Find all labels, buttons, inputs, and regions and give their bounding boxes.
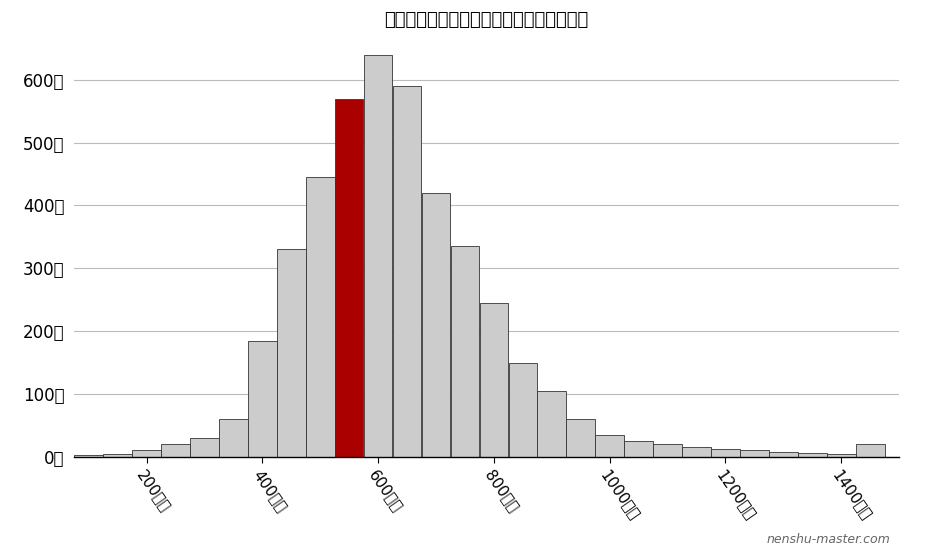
- Bar: [451, 246, 479, 457]
- Title: アイダエンジニアリングの年収ポジション: アイダエンジニアリングの年収ポジション: [385, 11, 589, 29]
- Bar: [277, 250, 306, 457]
- Bar: [798, 453, 827, 457]
- Bar: [248, 340, 276, 457]
- Bar: [74, 456, 103, 457]
- Bar: [827, 453, 856, 457]
- Bar: [566, 419, 595, 457]
- Bar: [479, 303, 508, 457]
- Text: nenshu-master.com: nenshu-master.com: [767, 533, 890, 546]
- Bar: [133, 451, 161, 457]
- Bar: [769, 452, 798, 457]
- Bar: [595, 435, 624, 457]
- Bar: [682, 447, 711, 457]
- Bar: [509, 363, 537, 457]
- Bar: [422, 193, 451, 457]
- Bar: [393, 86, 422, 457]
- Bar: [654, 444, 682, 457]
- Bar: [363, 55, 392, 457]
- Bar: [219, 419, 248, 457]
- Bar: [538, 391, 566, 457]
- Bar: [856, 444, 884, 457]
- Bar: [711, 449, 740, 457]
- Bar: [624, 441, 653, 457]
- Bar: [335, 99, 363, 457]
- Bar: [306, 177, 335, 457]
- Bar: [740, 451, 768, 457]
- Bar: [161, 444, 190, 457]
- Bar: [103, 453, 132, 457]
- Bar: [190, 438, 219, 457]
